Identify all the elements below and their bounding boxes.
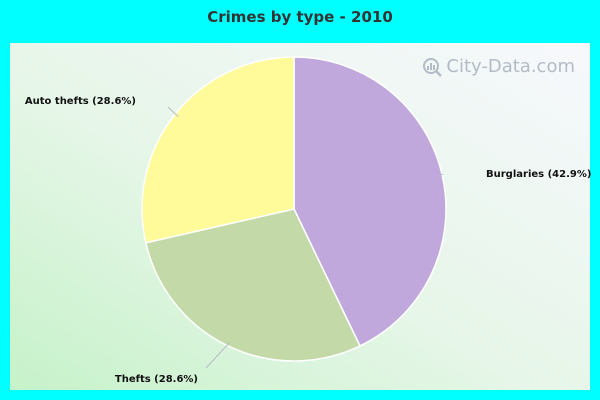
slice-label: Auto thefts (28.6%) bbox=[25, 96, 136, 107]
leader-line bbox=[167, 106, 179, 118]
watermark: City-Data.com bbox=[422, 56, 575, 77]
pie-slice bbox=[141, 56, 295, 244]
slice-label: Thefts (28.6%) bbox=[115, 374, 198, 385]
pie-slice bbox=[293, 56, 447, 347]
watermark-text: City-Data.com bbox=[446, 56, 575, 77]
magnifier-chart-icon bbox=[423, 57, 443, 77]
pie-slice bbox=[144, 208, 361, 362]
leader-line bbox=[205, 342, 231, 369]
leader-line bbox=[438, 173, 444, 177]
slice-label: Burglaries (42.9%) bbox=[486, 169, 591, 180]
chart-title: Crimes by type - 2010 bbox=[207, 8, 393, 26]
